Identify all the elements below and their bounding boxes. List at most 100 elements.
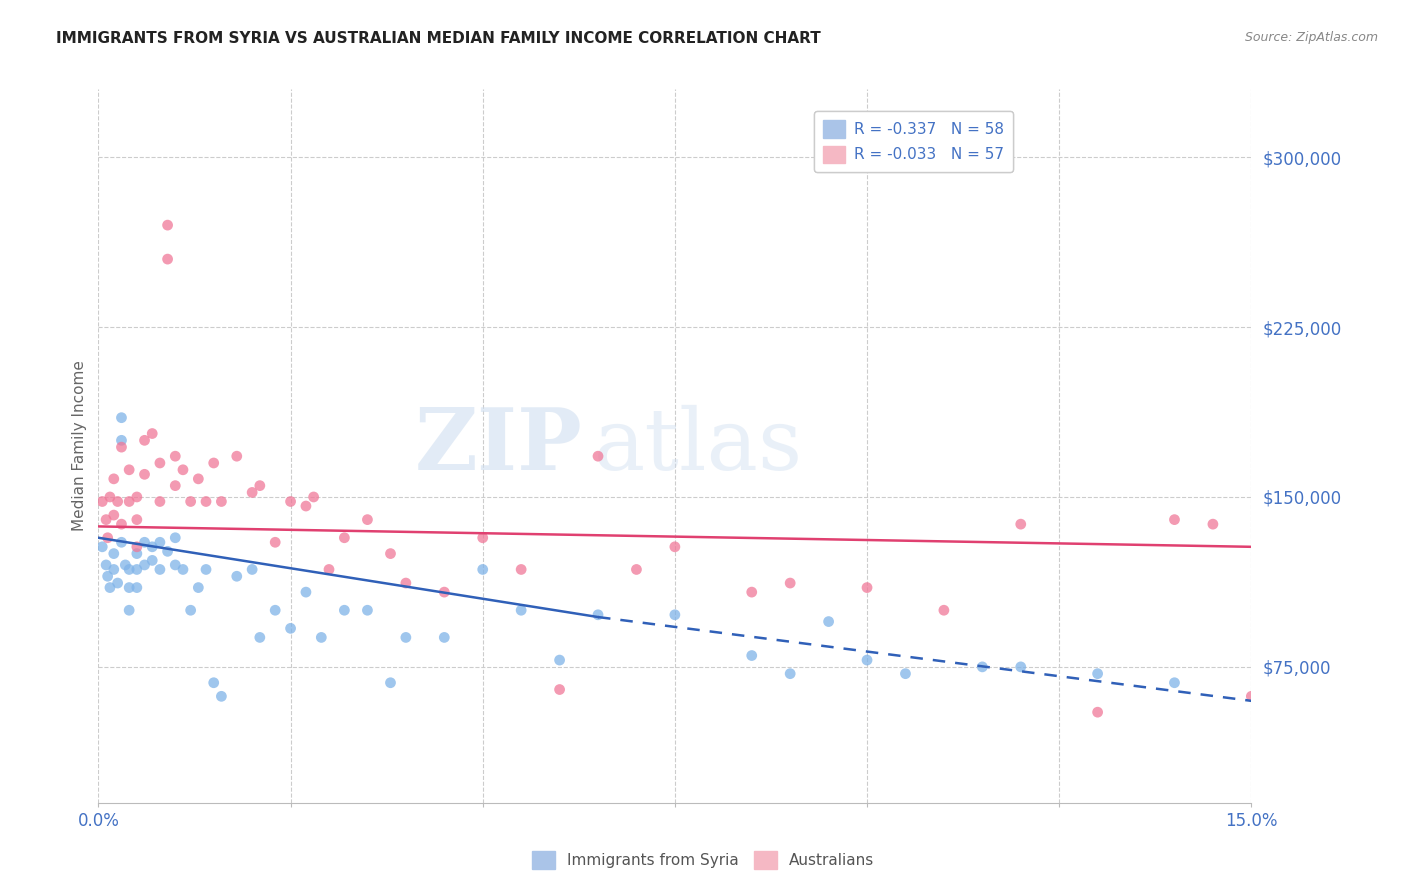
Point — [156, 218, 179, 232]
Point — [471, 531, 494, 545]
Point — [333, 531, 356, 545]
Point — [380, 547, 402, 561]
Point — [333, 603, 356, 617]
Point — [103, 562, 125, 576]
Point — [125, 513, 148, 527]
Point — [118, 494, 141, 508]
Point — [149, 562, 172, 576]
Point — [165, 449, 187, 463]
Point — [103, 547, 125, 561]
Point — [779, 666, 801, 681]
Point — [249, 631, 271, 645]
Point — [209, 690, 232, 704]
Point — [318, 562, 340, 576]
Point — [395, 631, 418, 645]
Point — [280, 621, 302, 635]
Point — [264, 535, 287, 549]
Point — [817, 615, 839, 629]
Point — [103, 508, 125, 522]
Point — [195, 494, 218, 508]
Point — [395, 576, 418, 591]
Point — [626, 562, 648, 576]
Point — [141, 426, 163, 441]
Point — [134, 434, 156, 448]
Point — [98, 581, 121, 595]
Point — [1087, 705, 1109, 719]
Point — [225, 569, 247, 583]
Point — [741, 585, 763, 599]
Point — [91, 540, 114, 554]
Point — [149, 535, 172, 549]
Point — [1202, 517, 1225, 532]
Point — [972, 660, 994, 674]
Point — [118, 562, 141, 576]
Point — [141, 540, 163, 554]
Point — [165, 478, 187, 492]
Point — [134, 467, 156, 482]
Point — [110, 440, 132, 454]
Point — [209, 494, 232, 508]
Point — [433, 585, 456, 599]
Point — [107, 576, 129, 591]
Point — [149, 456, 172, 470]
Point — [125, 581, 148, 595]
Point — [125, 562, 148, 576]
Point — [187, 472, 209, 486]
Point — [311, 631, 333, 645]
Point — [510, 603, 533, 617]
Point — [280, 494, 302, 508]
Point — [1163, 675, 1185, 690]
Point — [741, 648, 763, 663]
Point — [180, 603, 202, 617]
Point — [249, 478, 271, 492]
Point — [664, 607, 686, 622]
Point — [107, 494, 129, 508]
Point — [91, 494, 114, 508]
Text: ZIP: ZIP — [415, 404, 582, 488]
Point — [856, 653, 879, 667]
Point — [110, 535, 132, 549]
Legend: Immigrants from Syria, Australians: Immigrants from Syria, Australians — [526, 845, 880, 875]
Point — [149, 494, 172, 508]
Point — [165, 531, 187, 545]
Point — [295, 585, 318, 599]
Point — [295, 499, 318, 513]
Point — [356, 603, 378, 617]
Text: Source: ZipAtlas.com: Source: ZipAtlas.com — [1244, 31, 1378, 45]
Text: IMMIGRANTS FROM SYRIA VS AUSTRALIAN MEDIAN FAMILY INCOME CORRELATION CHART: IMMIGRANTS FROM SYRIA VS AUSTRALIAN MEDI… — [56, 31, 821, 46]
Point — [548, 682, 571, 697]
Point — [586, 607, 609, 622]
Point — [97, 569, 120, 583]
Point — [172, 562, 194, 576]
Point — [471, 562, 494, 576]
Point — [125, 540, 148, 554]
Point — [1240, 690, 1263, 704]
Point — [932, 603, 955, 617]
Point — [302, 490, 325, 504]
Point — [118, 603, 141, 617]
Point — [118, 463, 141, 477]
Point — [156, 544, 179, 558]
Legend: R = -0.337   N = 58, R = -0.033   N = 57: R = -0.337 N = 58, R = -0.033 N = 57 — [814, 112, 1014, 172]
Point — [586, 449, 609, 463]
Point — [125, 490, 148, 504]
Point — [510, 562, 533, 576]
Point — [380, 675, 402, 690]
Text: atlas: atlas — [595, 404, 803, 488]
Point — [118, 581, 141, 595]
Point — [172, 463, 194, 477]
Point — [180, 494, 202, 508]
Point — [97, 531, 120, 545]
Point — [202, 675, 225, 690]
Point — [240, 562, 263, 576]
Point — [156, 252, 179, 266]
Point — [548, 653, 571, 667]
Point — [856, 581, 879, 595]
Point — [1087, 666, 1109, 681]
Point — [894, 666, 917, 681]
Point — [1163, 513, 1185, 527]
Point — [433, 631, 456, 645]
Point — [195, 562, 218, 576]
Point — [1010, 517, 1032, 532]
Point — [356, 513, 378, 527]
